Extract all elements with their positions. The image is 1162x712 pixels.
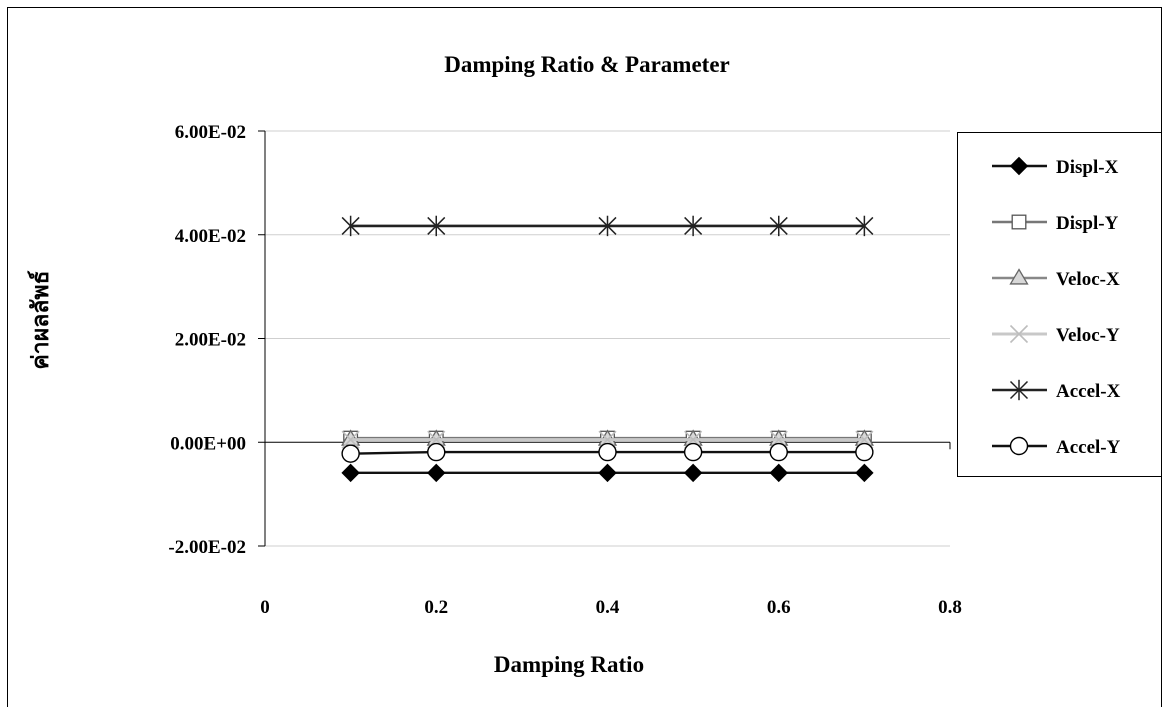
series-line <box>350 450 865 455</box>
series-layer <box>340 215 875 483</box>
data-point <box>683 442 703 462</box>
circle-marker <box>769 442 788 462</box>
legend-label: Veloc-X <box>1056 269 1120 290</box>
series-displ-x <box>341 463 874 483</box>
legend-item: Veloc-X <box>992 268 1120 290</box>
x-tick-label: 0.8 <box>938 597 962 618</box>
x-axis-label: Damping Ratio <box>494 652 644 677</box>
series-accel-y <box>341 442 874 463</box>
legend-item: Accel-Y <box>992 436 1121 458</box>
diamond-marker <box>1009 156 1029 176</box>
y-tick-label: -2.00E-02 <box>168 537 246 558</box>
series-accel-x <box>341 215 874 237</box>
data-point <box>598 463 617 483</box>
data-point <box>855 215 874 237</box>
legend-item: Accel-X <box>992 379 1121 402</box>
data-point <box>769 463 788 483</box>
legend-label: Displ-Y <box>1056 213 1119 234</box>
legend: Displ-X Displ-Y Veloc-X Veloc-Y Accel-X Accel… <box>957 132 1162 477</box>
data-point <box>769 442 788 462</box>
data-point <box>427 442 446 462</box>
data-point <box>341 444 360 463</box>
circle-marker <box>855 442 874 462</box>
legend-label: Veloc-Y <box>1056 325 1120 346</box>
data-point <box>855 463 874 483</box>
diamond-marker <box>683 463 703 483</box>
data-point <box>684 215 703 237</box>
data-point <box>341 430 360 449</box>
y-tick-label: 6.00E-02 <box>175 122 246 143</box>
diamond-marker <box>427 463 446 483</box>
y-axis-label: ค่าผลลัพธ์ <box>27 270 53 369</box>
square-marker <box>1011 214 1027 230</box>
data-point <box>427 215 446 237</box>
legend-box <box>957 132 1162 477</box>
legend-label: Accel-Y <box>1056 437 1121 458</box>
circle-marker <box>341 444 360 463</box>
x-tick-label: 0.6 <box>767 597 791 618</box>
circle-marker <box>1009 436 1029 456</box>
chart-title: Damping Ratio & Parameter <box>444 52 730 77</box>
circle-marker <box>598 442 617 462</box>
x-tick-label: 0 <box>260 597 270 618</box>
y-tick-label: 4.00E-02 <box>175 226 246 247</box>
data-point <box>341 215 360 237</box>
x-tick-label: 0.4 <box>596 597 620 618</box>
data-point <box>427 463 446 483</box>
legend-item: Displ-Y <box>992 213 1119 234</box>
x-marker-stroke <box>341 430 360 449</box>
legend-label: Accel-X <box>1056 381 1121 402</box>
diamond-marker <box>855 463 874 483</box>
data-point <box>341 463 360 483</box>
y-tick-label: 0.00E+00 <box>170 433 246 454</box>
data-point <box>855 442 874 462</box>
circle-marker <box>427 442 446 462</box>
data-point <box>683 463 703 483</box>
triangle-marker <box>1009 268 1029 285</box>
data-point <box>598 442 617 462</box>
diamond-marker <box>598 463 617 483</box>
x-marker-stroke <box>1009 324 1029 344</box>
data-point <box>769 215 788 237</box>
y-tick-label: 2.00E-02 <box>175 330 246 351</box>
diamond-marker <box>341 463 360 483</box>
legend-item: Veloc-Y <box>992 324 1120 346</box>
x-tick-label: 0.2 <box>424 597 448 618</box>
legend-item: Displ-X <box>992 156 1119 178</box>
circle-marker <box>683 442 703 462</box>
diamond-marker <box>769 463 788 483</box>
data-point <box>598 215 617 237</box>
axis-layer: 6.00E-02 4.00E-02 2.00E-02 0.00E+00 -2.00E-0… <box>168 122 961 618</box>
legend-label: Displ-X <box>1056 157 1119 178</box>
